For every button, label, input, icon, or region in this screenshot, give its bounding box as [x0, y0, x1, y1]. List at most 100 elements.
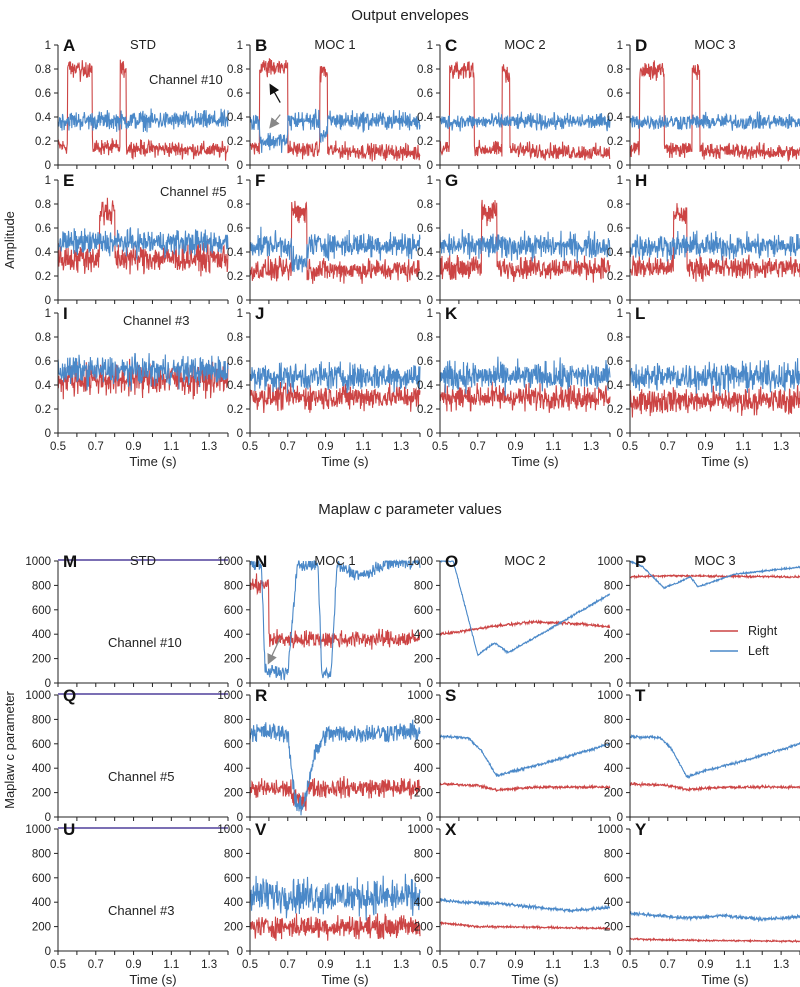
y-tick-label: 0.4	[227, 380, 244, 392]
panel-letter: X	[445, 820, 457, 839]
y-tick-label: 0.6	[227, 356, 243, 368]
x-axis-label: Time (s)	[511, 972, 558, 987]
panel-letter: G	[445, 171, 458, 190]
y-tick-label: 1	[45, 40, 51, 52]
y-tick-label: 1	[45, 308, 51, 320]
y-tick-label: 0.4	[607, 380, 624, 392]
arrow-indicator	[267, 637, 281, 665]
x-axis-label: Time (s)	[321, 972, 368, 987]
bottom-title: Maplaw c parameter values	[318, 501, 501, 518]
y-tick-label: 200	[414, 922, 433, 934]
panel-letter: F	[255, 171, 265, 190]
channel-label: Channel #5	[160, 184, 227, 199]
y-tick-label: 600	[32, 605, 51, 617]
panel-letter: M	[63, 552, 77, 571]
x-tick-label: 0.9	[318, 959, 334, 971]
series-left	[249, 361, 421, 394]
y-tick-label: 0	[427, 946, 433, 958]
y-tick-label: 0.8	[607, 332, 623, 344]
y-tick-label: 0.8	[417, 332, 433, 344]
y-tick-label: 400	[414, 763, 433, 775]
y-tick-label: 600	[414, 873, 433, 885]
y-tick-label: 0	[237, 160, 243, 172]
panel-E: 0 0.2 0.4 0.6 0.8 1 E Channel #5	[35, 171, 229, 307]
channel-label: Channel #3	[123, 313, 190, 328]
series-right	[629, 936, 800, 944]
x-tick-label: 1.1	[545, 959, 561, 971]
y-tick-label: 0.4	[227, 247, 244, 259]
column-title: MOC 3	[694, 553, 735, 568]
series-right	[249, 200, 421, 284]
y-tick-label: 0.2	[417, 404, 433, 416]
series-right	[439, 380, 611, 413]
x-tick-label: 1.3	[583, 959, 599, 971]
y-tick-label: 800	[32, 848, 51, 860]
y-tick-label: 0.8	[227, 332, 243, 344]
y-tick-label: 0.4	[35, 247, 52, 259]
y-tick-label: 0	[617, 678, 623, 690]
channel-label: Channel #10	[149, 72, 223, 87]
y-tick-label: 0	[427, 428, 433, 440]
y-tick-label: 800	[224, 714, 243, 726]
y-tick-label: 1000	[597, 824, 623, 836]
panel-letter: H	[635, 171, 647, 190]
series-right	[249, 381, 421, 414]
y-tick-label: 0	[45, 812, 51, 824]
x-tick-label: 0.5	[432, 441, 448, 453]
series-left	[439, 897, 611, 914]
y-tick-label: 0	[45, 678, 51, 690]
series-right	[439, 781, 611, 793]
arrow-right-indicator	[269, 83, 281, 103]
y-tick-label: 0.2	[227, 136, 243, 148]
x-tick-label: 0.5	[50, 959, 66, 971]
y-tick-label: 0.2	[35, 404, 51, 416]
y-tick-label: 200	[224, 788, 243, 800]
y-tick-label: 0.8	[417, 64, 433, 76]
top-title: Output envelopes	[351, 7, 469, 24]
panel-letter: P	[635, 552, 646, 571]
y-tick-label: 0.6	[35, 88, 51, 100]
y-tick-label: 0	[45, 295, 51, 307]
series-right	[629, 60, 800, 162]
y-tick-label: 800	[414, 714, 433, 726]
y-tick-label: 0.2	[227, 271, 243, 283]
legend-label-left: Left	[748, 644, 769, 658]
y-tick-label: 0.4	[607, 247, 624, 259]
y-tick-label: 1000	[217, 690, 243, 702]
x-tick-label: 1.3	[583, 441, 599, 453]
series-left	[629, 910, 800, 923]
column-title: STD	[130, 553, 156, 568]
y-tick-label: 800	[414, 580, 433, 592]
series-left	[57, 108, 229, 133]
x-tick-label: 0.7	[660, 959, 676, 971]
column-title: MOC 3	[694, 37, 735, 52]
x-tick-label: 1.3	[393, 959, 409, 971]
x-tick-label: 1.3	[393, 441, 409, 453]
y-tick-label: 0	[45, 160, 51, 172]
series-left	[629, 230, 800, 262]
panel-T: 0 200 400 600 800 1000 T	[597, 686, 800, 824]
x-tick-label: 0.9	[698, 441, 714, 453]
bottom-title-suffix: parameter values	[382, 501, 502, 518]
x-tick-label: 1.1	[163, 441, 179, 453]
y-tick-label: 600	[414, 605, 433, 617]
y-tick-label: 0	[427, 160, 433, 172]
y-tick-label: 0.6	[607, 223, 623, 235]
y-tick-label: 1	[237, 308, 243, 320]
x-tick-label: 0.7	[660, 441, 676, 453]
y-tick-label: 0.2	[607, 404, 623, 416]
y-tick-label: 400	[32, 629, 51, 641]
series-left	[249, 873, 421, 921]
y-tick-label: 400	[224, 897, 243, 909]
y-tick-label: 0.6	[227, 223, 243, 235]
y-tick-label: 0.8	[607, 199, 623, 211]
x-tick-label: 0.5	[622, 441, 638, 453]
y-tick-label: 0	[237, 812, 243, 824]
y-tick-label: 0.6	[417, 88, 433, 100]
panel-D: 0 0.2 0.4 0.6 0.8 1 D MOC 3	[607, 36, 800, 172]
panel-O: 0 200 400 600 800 1000 O MOC 2	[407, 552, 611, 690]
y-tick-label: 400	[224, 629, 243, 641]
y-tick-label: 600	[224, 739, 243, 751]
y-tick-label: 0	[45, 428, 51, 440]
y-tick-label: 1000	[217, 824, 243, 836]
